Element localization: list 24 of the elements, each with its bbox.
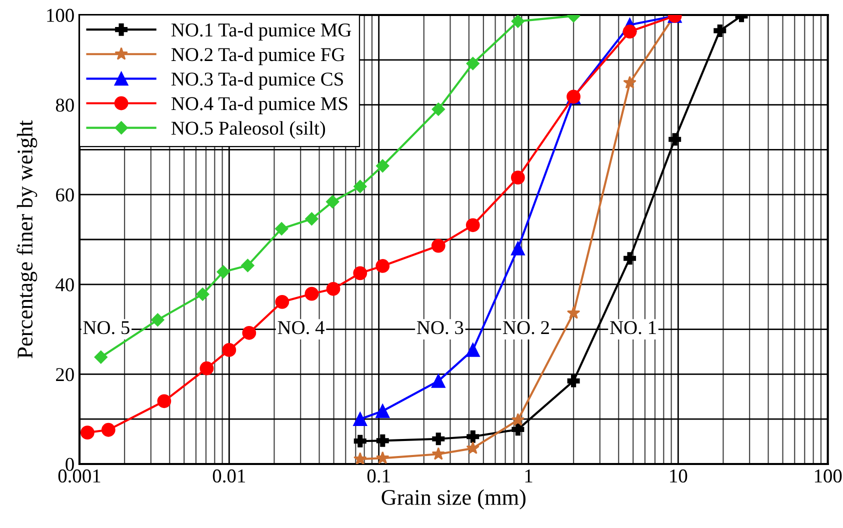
annotation: NO. 3 bbox=[416, 321, 464, 334]
x-tick-label: 0.001 bbox=[58, 469, 100, 483]
annotation: NO. 4 bbox=[278, 321, 324, 334]
x-tick-label: 1 bbox=[525, 470, 532, 482]
x-tick-label: 10 bbox=[670, 469, 688, 483]
y-tick-label: 80 bbox=[56, 98, 74, 112]
legend-label: NO.5 Paleosol (silt) bbox=[171, 121, 326, 139]
x-tick-label: 100 bbox=[814, 469, 842, 483]
legend-label: NO.4 Ta-d pumice MS bbox=[171, 96, 348, 114]
y-axis-title: Percentage finer by weight bbox=[16, 120, 38, 358]
legend-label: NO.1 Ta-d pumice MG bbox=[171, 22, 352, 41]
legend-label: NO.2 Ta-d pumice FG bbox=[171, 47, 345, 66]
legend-label: NO.3 Ta-d pumice CS bbox=[171, 72, 343, 90]
annotation: NO. 2 bbox=[503, 321, 549, 334]
y-tick-label: 60 bbox=[56, 188, 74, 202]
annotation: NO. 1 bbox=[610, 321, 656, 334]
y-tick-label: 20 bbox=[56, 368, 74, 382]
annotation: NO. 5 bbox=[83, 321, 130, 334]
y-tick-label: 40 bbox=[56, 278, 74, 292]
y-tick-label: 100 bbox=[47, 8, 74, 22]
x-axis-title: Grain size (mm) bbox=[382, 489, 526, 510]
x-tick-label: 0.1 bbox=[367, 469, 390, 483]
x-tick-label: 0.01 bbox=[212, 469, 246, 483]
y-tick-label: 0 bbox=[66, 458, 74, 471]
